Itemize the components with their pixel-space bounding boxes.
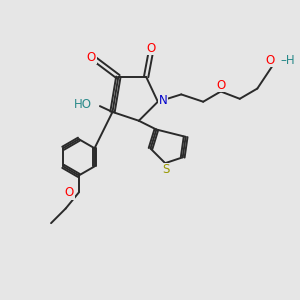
- Text: O: O: [87, 51, 96, 64]
- Text: HO: HO: [74, 98, 92, 111]
- Text: O: O: [266, 54, 275, 67]
- Text: O: O: [146, 42, 155, 55]
- Text: O: O: [216, 79, 226, 92]
- Text: O: O: [65, 186, 74, 199]
- Text: S: S: [162, 163, 169, 176]
- Text: N: N: [159, 94, 167, 107]
- Text: –H: –H: [280, 54, 295, 67]
